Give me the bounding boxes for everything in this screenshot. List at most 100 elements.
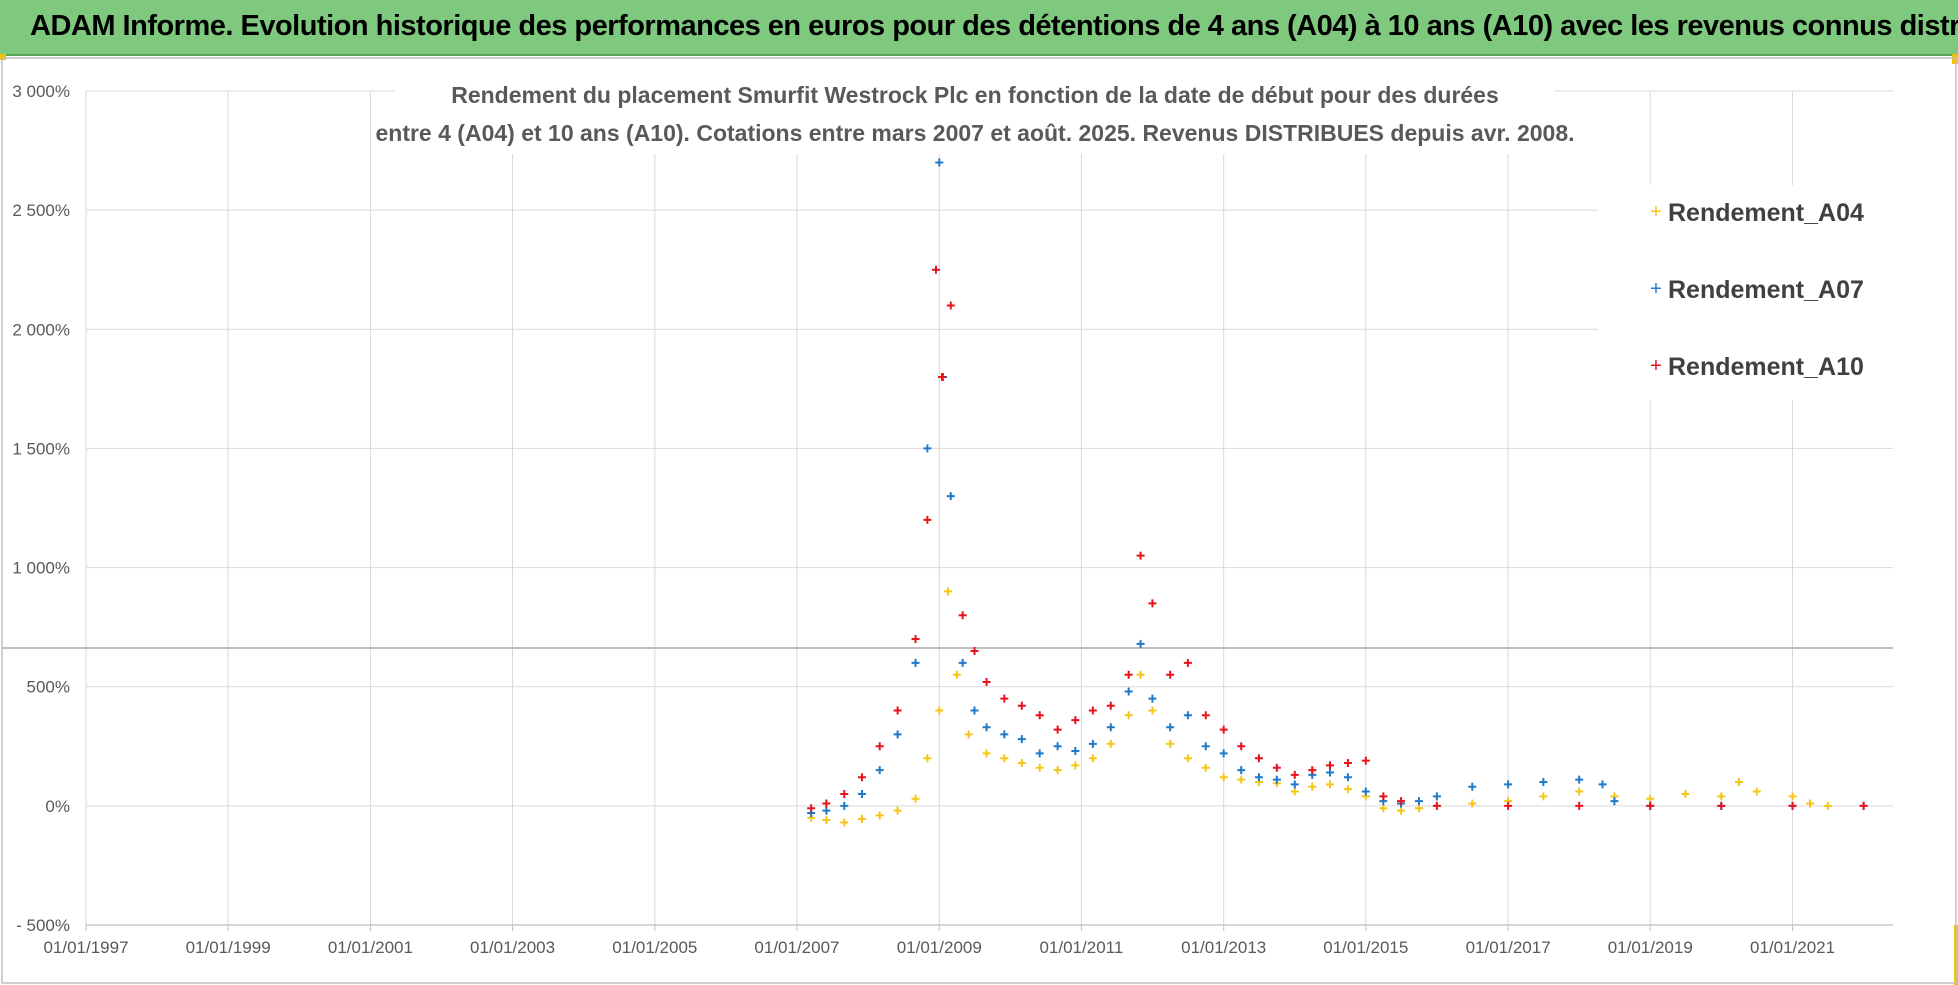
data-point bbox=[1017, 758, 1026, 767]
data-point bbox=[1752, 787, 1761, 796]
data-point bbox=[822, 806, 831, 815]
data-point bbox=[1071, 747, 1080, 756]
data-point bbox=[1308, 782, 1317, 791]
data-point bbox=[1219, 725, 1228, 734]
data-point bbox=[1717, 801, 1726, 810]
data-point bbox=[1088, 706, 1097, 715]
data-point bbox=[1504, 801, 1513, 810]
data-point bbox=[1201, 742, 1210, 751]
data-point bbox=[1859, 801, 1868, 810]
data-point bbox=[893, 706, 902, 715]
data-point bbox=[1183, 658, 1192, 667]
data-point bbox=[1071, 761, 1080, 770]
data-point bbox=[923, 515, 932, 524]
data-point bbox=[911, 658, 920, 667]
data-point bbox=[958, 611, 967, 620]
x-tick-label: 01/01/2017 bbox=[1466, 938, 1551, 957]
data-point bbox=[1124, 687, 1133, 696]
data-point bbox=[875, 766, 884, 775]
data-point bbox=[1414, 797, 1423, 806]
data-point bbox=[1272, 763, 1281, 772]
data-point bbox=[964, 730, 973, 739]
data-point bbox=[970, 706, 979, 715]
data-point bbox=[1017, 735, 1026, 744]
data-point bbox=[1432, 792, 1441, 801]
data-point bbox=[1053, 725, 1062, 734]
x-tick-label: 01/01/1997 bbox=[43, 938, 128, 957]
data-point bbox=[1823, 801, 1832, 810]
x-tick-label: 01/01/2005 bbox=[612, 938, 697, 957]
data-point bbox=[1088, 739, 1097, 748]
corner-mark-left bbox=[0, 54, 6, 60]
data-point bbox=[1035, 763, 1044, 772]
y-tick-label: 2 000% bbox=[12, 320, 70, 339]
x-tick-label: 01/01/2001 bbox=[328, 938, 413, 957]
data-point bbox=[1053, 742, 1062, 751]
data-point bbox=[857, 814, 866, 823]
data-point bbox=[1361, 756, 1370, 765]
data-point bbox=[1088, 754, 1097, 763]
x-tick-label: 01/01/1999 bbox=[186, 938, 271, 957]
data-point bbox=[1000, 730, 1009, 739]
data-point bbox=[1343, 758, 1352, 767]
data-point bbox=[1539, 778, 1548, 787]
data-point bbox=[1788, 792, 1797, 801]
data-point bbox=[1681, 789, 1690, 798]
data-point bbox=[840, 789, 849, 798]
y-tick-label: - 500% bbox=[16, 916, 70, 935]
data-point bbox=[1646, 801, 1655, 810]
data-point bbox=[1610, 797, 1619, 806]
data-point bbox=[1124, 670, 1133, 679]
x-tick-label: 01/01/2011 bbox=[1039, 938, 1123, 957]
data-point bbox=[1148, 706, 1157, 715]
data-point bbox=[1237, 766, 1246, 775]
data-point bbox=[1136, 551, 1145, 560]
x-tick-label: 01/01/2007 bbox=[754, 938, 839, 957]
series-a04 bbox=[807, 587, 1868, 827]
data-point bbox=[1735, 778, 1744, 787]
data-point bbox=[1379, 804, 1388, 813]
data-point bbox=[1148, 694, 1157, 703]
data-point bbox=[1325, 761, 1334, 770]
data-point bbox=[1397, 806, 1406, 815]
data-point bbox=[840, 818, 849, 827]
data-point bbox=[1148, 599, 1157, 608]
data-point bbox=[1136, 670, 1145, 679]
data-point bbox=[1290, 770, 1299, 779]
y-tick-label: 3 000% bbox=[12, 82, 70, 101]
data-point bbox=[1053, 766, 1062, 775]
data-point bbox=[1183, 711, 1192, 720]
data-point bbox=[1717, 792, 1726, 801]
data-point bbox=[893, 806, 902, 815]
x-tick-label: 01/01/2019 bbox=[1608, 938, 1693, 957]
data-point bbox=[1017, 701, 1026, 710]
data-point bbox=[1237, 742, 1246, 751]
data-point bbox=[1254, 754, 1263, 763]
data-point bbox=[982, 749, 991, 758]
data-point bbox=[946, 492, 955, 501]
data-point bbox=[1272, 775, 1281, 784]
data-point bbox=[1136, 639, 1145, 648]
data-point bbox=[1575, 775, 1584, 784]
chart-subtitle-line-2: entre 4 (A04) et 10 ans (A10). Cotations… bbox=[375, 120, 1574, 146]
data-point bbox=[1361, 787, 1370, 796]
x-tick-label: 01/01/2003 bbox=[470, 938, 555, 957]
data-point bbox=[1183, 754, 1192, 763]
x-tick-label: 01/01/2013 bbox=[1181, 938, 1266, 957]
data-point bbox=[1254, 773, 1263, 782]
data-point bbox=[893, 730, 902, 739]
data-point bbox=[1379, 792, 1388, 801]
data-point bbox=[1000, 754, 1009, 763]
data-point bbox=[1035, 711, 1044, 720]
subtitle-background bbox=[395, 74, 1555, 154]
data-point bbox=[875, 811, 884, 820]
data-point bbox=[1539, 792, 1548, 801]
data-point bbox=[1071, 716, 1080, 725]
data-point bbox=[1468, 782, 1477, 791]
data-point bbox=[1325, 780, 1334, 789]
data-point bbox=[1325, 768, 1334, 777]
data-point bbox=[822, 816, 831, 825]
data-point bbox=[1343, 773, 1352, 782]
data-point bbox=[840, 801, 849, 810]
data-series bbox=[807, 158, 1868, 827]
